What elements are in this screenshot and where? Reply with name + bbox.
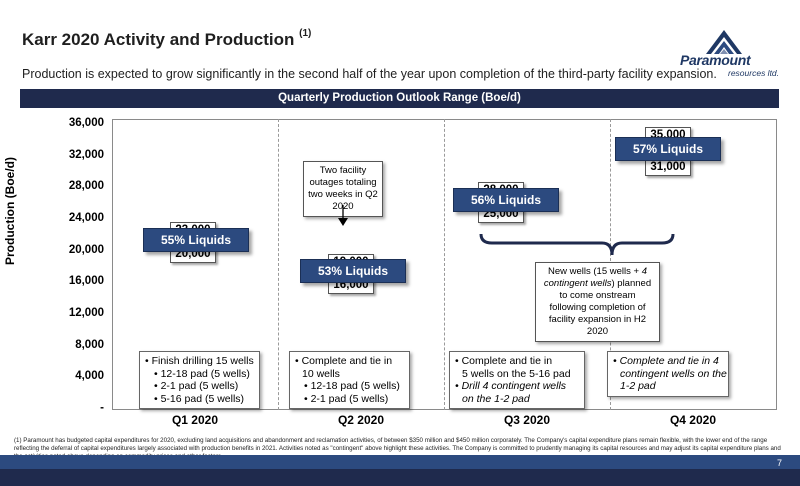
bullet-item: • Complete and tie in [295, 355, 393, 367]
chart-banner: Quarterly Production Outlook Range (Boe/… [20, 89, 779, 108]
title-footnote-ref: (1) [299, 28, 312, 39]
bullet-sub: • 2-1 pad (5 wells) [304, 392, 389, 405]
x-tick-label: Q1 2020 [171, 413, 219, 427]
bullet-cont: on the 1-2 pad [462, 392, 530, 405]
down-arrow-icon [338, 205, 348, 226]
bullet-text: 2-1 pad (5 wells) [310, 392, 389, 405]
page-subtitle: Production is expected to grow significa… [22, 67, 717, 81]
y-tick-label: - [100, 402, 104, 414]
activity-box-q2: • Complete and tie in 10 wells • 12-18 p… [289, 351, 410, 409]
bullet-text: 12-18 pad (5 wells) [310, 380, 400, 392]
bullet-cont: contingent wells on the [620, 367, 727, 380]
y-tick-label: 16,000 [68, 275, 104, 288]
logo-name: Paramount [680, 52, 751, 68]
page-number: 7 [776, 458, 782, 468]
y-tick-label: 4,000 [75, 370, 104, 383]
new-wells-callout: New wells (15 wells + 4 contingent wells… [535, 262, 660, 342]
activity-box-q1: • Finish drilling 15 wells • 12-18 pad (… [139, 351, 260, 409]
bullet-sub: • 2-1 pad (5 wells) [154, 380, 239, 392]
activity-box-q3: • Complete and tie in 5 wells on the 5-1… [449, 351, 585, 409]
y-tick-label: 20,000 [68, 243, 104, 256]
y-tick-label: 32,000 [68, 148, 104, 161]
bullet-cont: 10 wells [302, 367, 340, 380]
bullet-cont: 5 wells on the 5-16 pad [462, 367, 571, 380]
bullet-text: Complete and tie in 4 [619, 355, 719, 367]
new-wells-text-end: ) planned to come onstream following com… [548, 278, 652, 337]
bullet-text: 12-18 pad (5 wells) [160, 367, 250, 380]
new-wells-text: New wells (15 wells + [547, 266, 642, 277]
logo-mountain-icon [706, 30, 742, 54]
quarter-divider [278, 119, 279, 410]
bullet-text: Drill 4 contingent wells [461, 380, 567, 392]
bullet-item: • Complete and tie in [455, 355, 553, 367]
footer-stripe [0, 469, 800, 486]
y-tick-label: 12,000 [68, 307, 104, 319]
liquids-range-bar: 55% Liquids [143, 227, 249, 252]
y-axis-label: Production (Boe/d) [3, 157, 17, 265]
contingent-text: 4 contingent wells [543, 266, 647, 289]
bullet-sub: • 12-18 pad (5 wells) [154, 367, 250, 380]
bullet-cont: 1-2 pad [620, 380, 656, 392]
bullet-text: Complete and tie in [461, 355, 553, 367]
bullet-text: 5-16 pad (5 wells) [160, 392, 245, 405]
liquids-range-bar: 53% Liquids [300, 259, 406, 284]
bullet-item: • Complete and tie in 4 [613, 355, 719, 367]
footer-bar [0, 455, 800, 469]
bullet-sub: • 5-16 pad (5 wells) [154, 392, 245, 405]
x-tick-label: Q4 2020 [669, 413, 717, 427]
bullet-item: • Drill 4 contingent wells [455, 380, 567, 392]
y-tick-label: 28,000 [68, 180, 104, 193]
liquids-range-bar: 56% Liquids [453, 188, 559, 213]
activity-box-q4: • Complete and tie in 4 contingent wells… [607, 351, 729, 397]
bullet-sub: • 12-18 pad (5 wells) [304, 380, 400, 392]
bullet-text: Complete and tie in [301, 355, 393, 367]
liquids-range-bar: 57% Liquids [615, 136, 721, 161]
h2-bracket [479, 233, 675, 256]
bullet-text: Finish drilling 15 wells [151, 355, 254, 367]
y-tick-label: 36,000 [68, 117, 104, 129]
quarter-divider [444, 119, 445, 410]
page-title: Karr 2020 Activity and Production (1) [22, 28, 312, 50]
bullet-item: • Finish drilling 15 wells [145, 355, 254, 367]
range-low-label: 31,000 [645, 158, 691, 176]
logo-sub: resources ltd. [728, 68, 780, 78]
bullet-text: 2-1 pad (5 wells) [160, 380, 239, 392]
x-tick-label: Q3 2020 [503, 413, 551, 427]
y-tick-label: 24,000 [68, 212, 104, 224]
title-text: Karr 2020 Activity and Production [22, 30, 295, 49]
x-tick-label: Q2 2020 [337, 413, 385, 427]
y-tick-label: 8,000 [75, 338, 104, 351]
company-logo: Paramount resources ltd. [658, 24, 794, 80]
